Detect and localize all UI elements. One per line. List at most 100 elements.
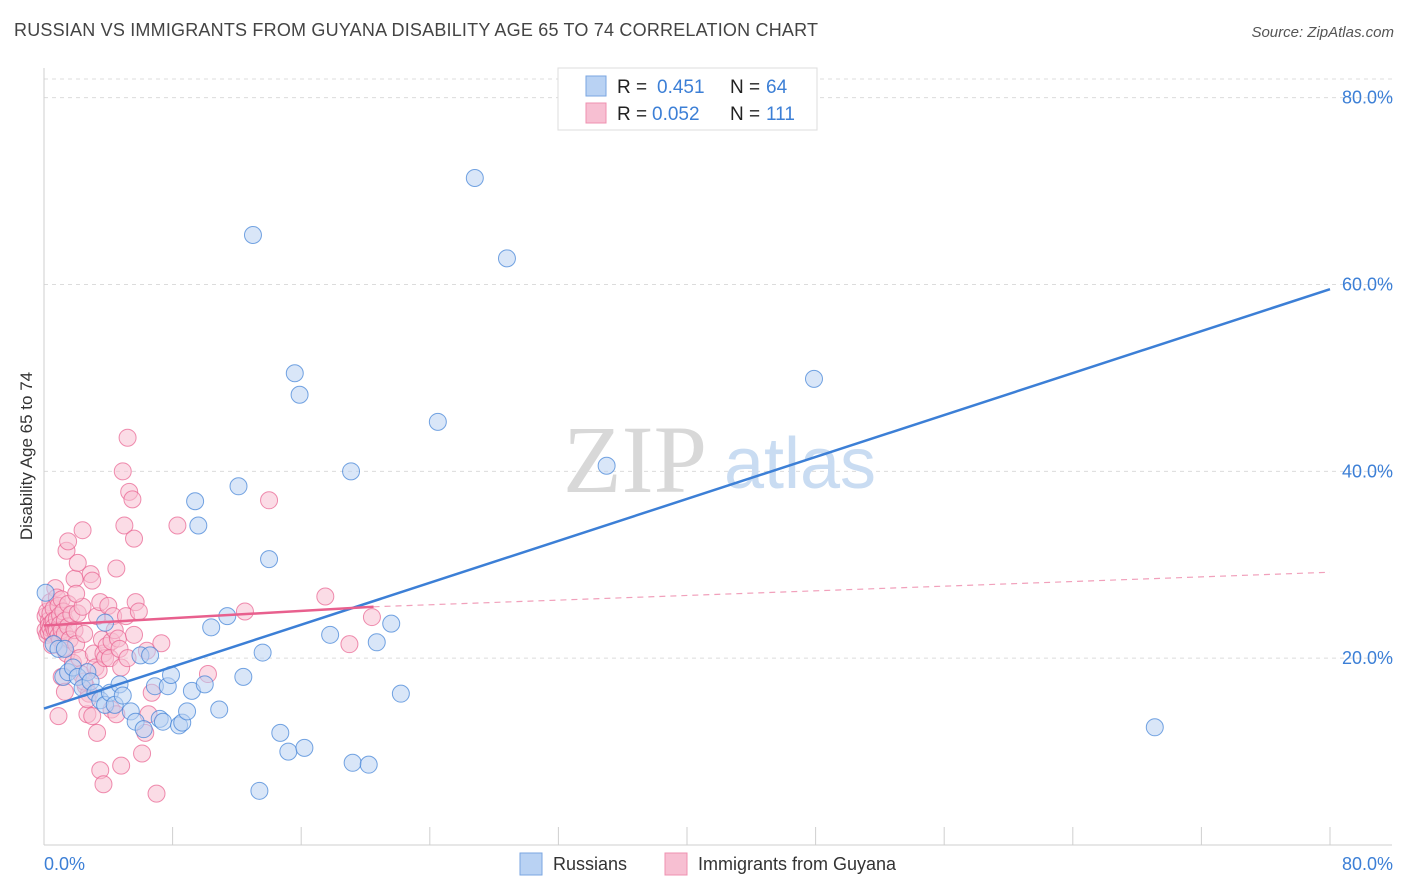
series-legend: Russians Immigrants from Guyana (519, 852, 897, 876)
russians-point (290, 385, 309, 404)
guyana-point (107, 559, 126, 578)
stats-n-label: N = (730, 104, 760, 125)
stats-r-label: R = (617, 77, 647, 98)
stats-swatch-russians (585, 75, 607, 97)
russians-point (260, 550, 279, 569)
series-guyana-points (36, 428, 381, 803)
russians-point (153, 712, 172, 731)
guyana-point (123, 490, 142, 509)
russians-point (465, 169, 484, 188)
trend-lines (43, 287, 1331, 710)
russians-point (497, 249, 516, 268)
guyana-point (88, 723, 107, 742)
y-tick-label: 80.0% (1342, 88, 1393, 108)
grid-lines (44, 78, 1392, 659)
russians-point (1145, 718, 1164, 737)
guyana-point (113, 462, 132, 481)
russians-point (321, 625, 340, 644)
stats-r-label: R = (617, 104, 647, 125)
russians-point (271, 723, 290, 742)
russians-point (250, 781, 269, 800)
stats-n-value: 64 (766, 77, 788, 98)
russians-point (202, 618, 221, 637)
legend-swatch-guyana (664, 852, 688, 876)
guyana-point (125, 529, 144, 548)
guyana-point (55, 682, 74, 701)
russians-point (189, 516, 208, 535)
guyana-trend-extension (373, 571, 1331, 608)
guyana-point (316, 587, 335, 606)
guyana-point (168, 516, 187, 535)
guyana-point (362, 608, 381, 627)
russians-point (234, 667, 253, 686)
russians-point (343, 753, 362, 772)
legend-label-guyana: Immigrants from Guyana (698, 854, 897, 874)
guyana-point (83, 707, 102, 726)
russians-point (285, 364, 304, 383)
guyana-point (67, 584, 86, 603)
guyana-point (68, 553, 87, 572)
russians-point (36, 583, 55, 602)
guyana-point (112, 756, 131, 775)
russians-point (597, 456, 616, 475)
russians-point (229, 477, 248, 496)
guyana-point (260, 491, 279, 510)
stats-n-value: 111 (766, 104, 795, 125)
russians-point (804, 369, 823, 388)
legend-swatch-russians (519, 852, 543, 876)
guyana-point (94, 775, 113, 794)
stats-r-value: 0.052 (652, 104, 700, 125)
russians-point (141, 646, 160, 665)
guyana-point (340, 635, 359, 654)
guyana-trend-line (43, 605, 374, 627)
legend-label-russians: Russians (553, 854, 627, 874)
x-tick-labels: 0.0% 80.0% (44, 854, 1393, 874)
y-tick-labels: 20.0% 40.0% 60.0% 80.0% (1342, 88, 1393, 668)
russians-point (195, 675, 214, 694)
russians-point (243, 226, 262, 245)
russians-point (367, 633, 386, 652)
y-tick-label: 20.0% (1342, 648, 1393, 668)
guyana-point (133, 744, 152, 763)
guyana-point (235, 602, 254, 621)
series-russians-points (36, 88, 1164, 800)
stats-legend: R = 0.451 N = 64 R = 0.052 N = 111 (557, 67, 818, 131)
axes (43, 68, 1392, 846)
russians-point (55, 639, 74, 658)
russians-point (382, 614, 401, 633)
guyana-point (129, 602, 148, 621)
russians-point (279, 742, 298, 761)
russians-point (178, 702, 197, 721)
source-credit: Source: ZipAtlas.com (1251, 24, 1394, 41)
russians-point (186, 492, 205, 511)
russians-point (113, 686, 132, 705)
guyana-point (49, 707, 68, 726)
russians-point (428, 412, 447, 431)
russians-point (342, 462, 361, 481)
x-tick-label: 0.0% (44, 854, 85, 874)
guyana-point (152, 634, 171, 653)
watermark-atlas: atlas (724, 424, 876, 504)
guyana-point (65, 569, 84, 588)
stats-r-value: 0.451 (657, 77, 705, 98)
guyana-point (59, 532, 78, 551)
watermark-zip: ZIP (563, 406, 707, 513)
russians-point (295, 738, 314, 757)
russians-point (391, 684, 410, 703)
russians-trend-line (43, 287, 1331, 710)
guyana-point (115, 516, 134, 535)
guyana-point (75, 624, 94, 643)
russians-point (253, 643, 272, 662)
x-tick-label: 80.0% (1342, 854, 1393, 874)
stats-n-label: N = (730, 77, 760, 98)
russians-point (134, 720, 153, 739)
chart-title: RUSSIAN VS IMMIGRANTS FROM GUYANA DISABI… (14, 20, 819, 40)
y-axis-label: Disability Age 65 to 74 (17, 372, 36, 540)
guyana-point (118, 428, 137, 447)
guyana-point (125, 625, 144, 644)
russians-point (210, 700, 229, 719)
watermark: ZIP atlas (563, 406, 876, 513)
stats-swatch-guyana (585, 102, 607, 124)
guyana-point (83, 571, 102, 590)
